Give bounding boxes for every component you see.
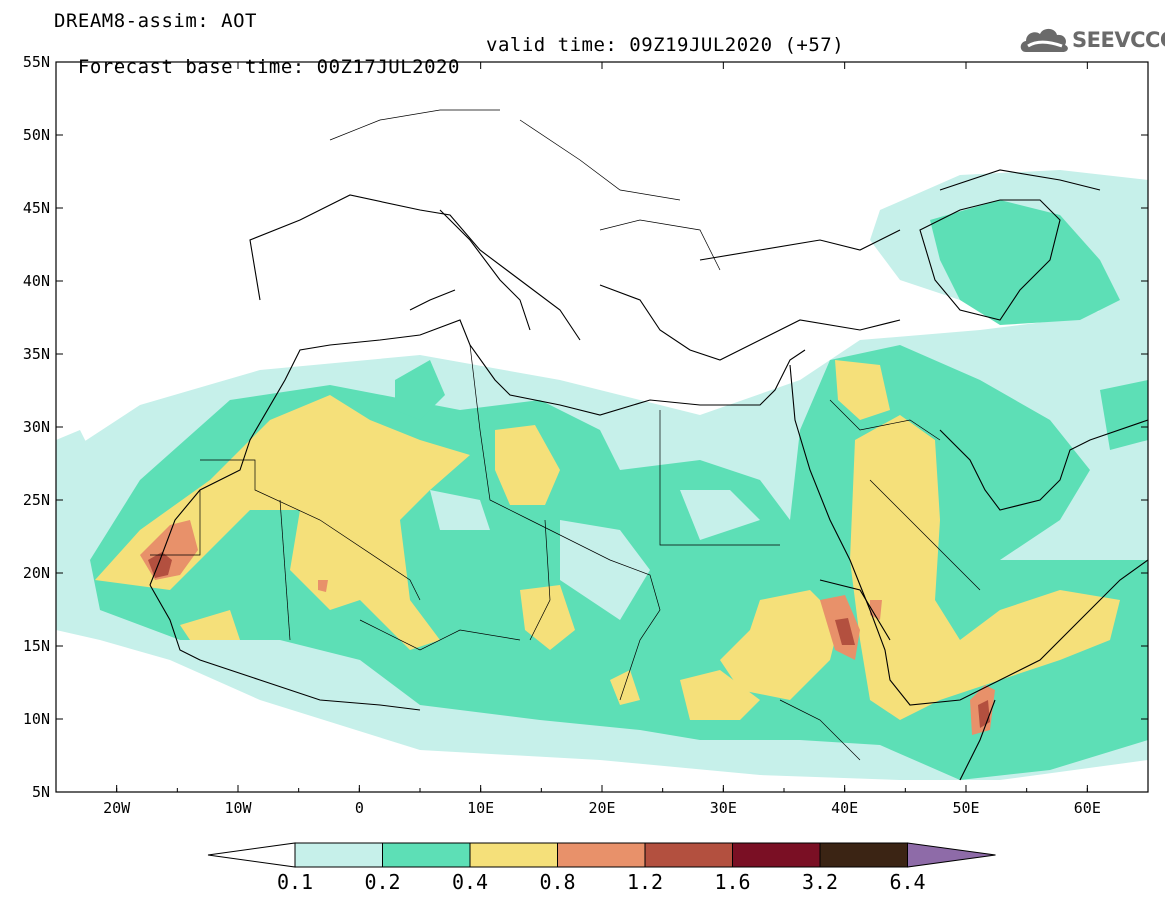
axis-labels: 20W 10W 0 10E 20E 30E 40E 50E 60E 55N 50N 45N 40N 35N…	[23, 53, 1101, 817]
lon-tick-label: 20E	[588, 799, 615, 817]
lon-tick-label: 10W	[224, 799, 252, 817]
colorbar-bin	[294, 842, 383, 868]
time-line: Forecast base time: 00Z17JUL2020 valid t…	[54, 34, 844, 100]
colorbar	[207, 842, 996, 868]
lon-tick-label: 0	[355, 799, 364, 817]
lat-tick-label: 45N	[23, 199, 50, 217]
cloud-icon	[1020, 28, 1068, 52]
lon-tick-label: 40E	[831, 799, 858, 817]
lon-tick-label: 50E	[952, 799, 979, 817]
colorbar-label: 1.6	[714, 870, 750, 894]
colorbar-bin	[557, 842, 646, 868]
lat-tick-label: 30N	[23, 418, 50, 436]
colorbar-label: 3.2	[802, 870, 838, 894]
seevccc-logo: SEEVCCC	[1018, 22, 1165, 58]
lat-tick-label: 10N	[23, 710, 50, 728]
colorbar-label: 0.1	[277, 870, 313, 894]
colorbar-bin	[382, 842, 471, 868]
colorbar-label: 1.2	[627, 870, 663, 894]
colorbar-label: 0.8	[539, 870, 575, 894]
colorbar-label: 0.4	[452, 870, 488, 894]
lon-tick-label: 20W	[103, 799, 131, 817]
lat-tick-label: 50N	[23, 126, 50, 144]
lat-tick-label: 55N	[23, 53, 50, 71]
colorbar-min-arrow	[207, 842, 296, 868]
model-title: DREAM8-assim: AOT	[54, 10, 257, 32]
logo-text: SEEVCCC	[1072, 28, 1165, 52]
lon-tick-label: 30E	[710, 799, 737, 817]
political-borders	[150, 109, 981, 761]
colorbar-bin	[644, 842, 733, 868]
coastlines	[149, 169, 1148, 781]
colorbar-label: 0.2	[364, 870, 400, 894]
colorbar-bin	[732, 842, 821, 868]
colorbar-max-arrow	[907, 842, 996, 868]
lat-tick-label: 20N	[23, 564, 50, 582]
colorbar-labels: 0.1 0.2 0.4 0.8 1.2 1.6 3.2 6.4	[277, 870, 926, 894]
lat-tick-label: 25N	[23, 491, 50, 509]
lon-tick-label: 10E	[467, 799, 494, 817]
colorbar-bin	[819, 842, 908, 868]
colorbar-bin	[469, 842, 558, 868]
aot-field	[56, 170, 1148, 780]
colorbar-label: 6.4	[889, 870, 925, 894]
lat-tick-label: 15N	[23, 637, 50, 655]
axis-ticks	[55, 61, 1149, 793]
lat-tick-label: 40N	[23, 272, 50, 290]
valid-time-label: valid time: 09Z19JUL2020 (+57)	[486, 34, 845, 56]
lon-tick-label: 60E	[1074, 799, 1101, 817]
lat-tick-label: 5N	[32, 783, 50, 801]
lat-tick-label: 35N	[23, 345, 50, 363]
